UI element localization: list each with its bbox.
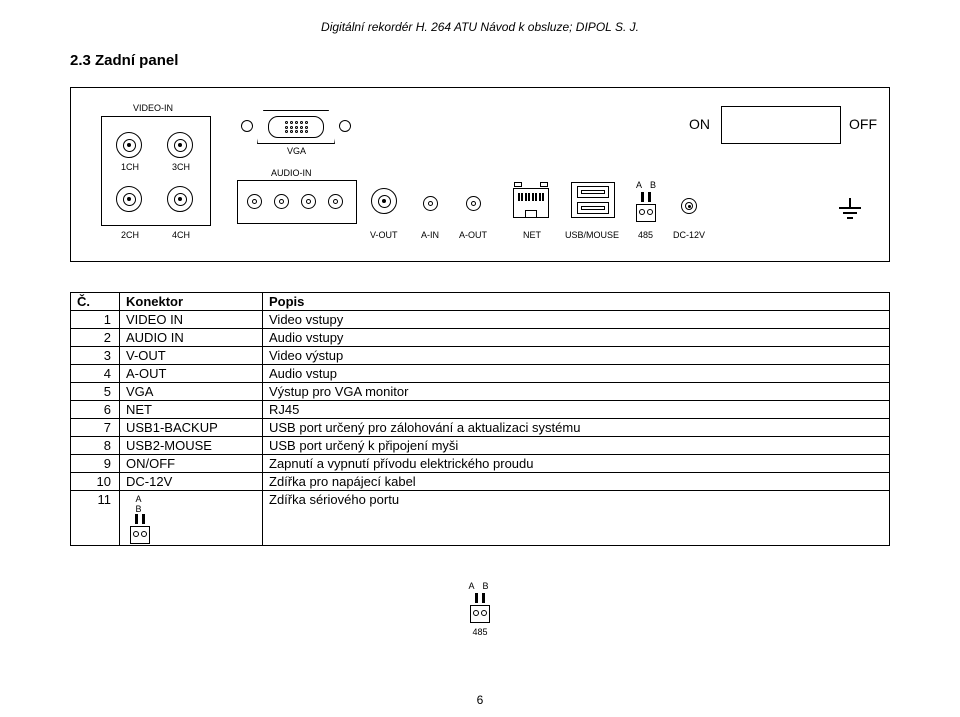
label-2ch: 2CH	[121, 230, 139, 240]
label-ain: A-IN	[421, 230, 439, 240]
vga-label: VGA	[287, 146, 306, 156]
cell-d: Zdířka sériového portu	[263, 491, 890, 546]
cell-d: USB port určený pro zálohování a aktuali…	[263, 419, 890, 437]
rs485-terminal-bottom	[470, 593, 490, 623]
bottom-485-wrap: A B 485	[70, 581, 890, 637]
table-header-row: Č. Konektor Popis	[71, 293, 890, 311]
table-row: 8USB2-MOUSEUSB port určený k připojení m…	[71, 437, 890, 455]
table-row: 4A-OUTAudio vstup	[71, 365, 890, 383]
cell-num: 1	[71, 311, 120, 329]
bnc-vout	[371, 188, 397, 214]
bnc-4ch	[167, 186, 193, 212]
ground-icon	[839, 198, 861, 224]
rs485-terminal-inline: A B	[130, 494, 150, 544]
audio-in-1	[247, 194, 262, 209]
table-row: 3V-OUTVideo výstup	[71, 347, 890, 365]
th-num: Č.	[71, 293, 120, 311]
bottom-485-label: 485	[468, 627, 491, 637]
label-on: ON	[689, 116, 710, 132]
cell-d: Výstup pro VGA monitor	[263, 383, 890, 401]
cell-d: Video výstup	[263, 347, 890, 365]
cell-d: RJ45	[263, 401, 890, 419]
label-485: 485	[638, 230, 653, 240]
audio-in-2	[274, 194, 289, 209]
label-vout: V-OUT	[370, 230, 398, 240]
video-in-group	[101, 116, 211, 226]
jack-aout	[466, 196, 481, 211]
vga-port	[257, 110, 335, 144]
cell-d: Video vstupy	[263, 311, 890, 329]
cell-k: A-OUT	[120, 365, 263, 383]
label-off: OFF	[849, 116, 877, 132]
cell-num: 3	[71, 347, 120, 365]
table-row: 7USB1-BACKUPUSB port určený pro zálohová…	[71, 419, 890, 437]
cell-num: 8	[71, 437, 120, 455]
cell-num: 9	[71, 455, 120, 473]
page: Digitální rekordér H. 264 ATU Návod k ob…	[0, 0, 960, 717]
rs485-terminal	[636, 192, 656, 222]
bnc-3ch	[167, 132, 193, 158]
cell-num: 11	[71, 491, 120, 546]
label-net: NET	[523, 230, 541, 240]
cell-d: USB port určený k připojení myši	[263, 437, 890, 455]
cell-k: ON/OFF	[120, 455, 263, 473]
bnc-1ch	[116, 132, 142, 158]
cell-d: Zapnutí a vypnutí přívodu elektrického p…	[263, 455, 890, 473]
usb-ports	[571, 182, 615, 218]
audio-in-label: AUDIO-IN	[271, 168, 312, 178]
table-row: 9ON/OFFZapnutí a vypnutí přívodu elektri…	[71, 455, 890, 473]
label-4ch: 4CH	[172, 230, 190, 240]
power-switch	[721, 106, 841, 144]
cell-k: DC-12V	[120, 473, 263, 491]
bnc-2ch	[116, 186, 142, 212]
cell-k: VIDEO IN	[120, 311, 263, 329]
cell-k: V-OUT	[120, 347, 263, 365]
label-usb: USB/MOUSE	[565, 230, 619, 240]
label-dc12v: DC-12V	[673, 230, 705, 240]
cell-num: 6	[71, 401, 120, 419]
th-konektor: Konektor	[120, 293, 263, 311]
page-number: 6	[0, 693, 960, 707]
table-row: 1VIDEO INVideo vstupy	[71, 311, 890, 329]
cell-d: Audio vstup	[263, 365, 890, 383]
inline-ab: A B	[130, 494, 150, 514]
section-title: 2.3 Zadní panel	[70, 52, 890, 69]
cell-k: A B	[120, 491, 263, 546]
cell-k: VGA	[120, 383, 263, 401]
bottom-ab-label: A B	[468, 581, 491, 591]
cell-num: 7	[71, 419, 120, 437]
cell-k: NET	[120, 401, 263, 419]
cell-k: USB1-BACKUP	[120, 419, 263, 437]
cell-num: 5	[71, 383, 120, 401]
cell-d: Zdířka pro napájecí kabel	[263, 473, 890, 491]
cell-d: Audio vstupy	[263, 329, 890, 347]
th-popis: Popis	[263, 293, 890, 311]
dc-jack	[681, 198, 697, 214]
connector-table: Č. Konektor Popis 1VIDEO INVideo vstupy …	[70, 292, 890, 546]
table-row: 11 A B Zdířka sériového portu	[71, 491, 890, 546]
cell-num: 10	[71, 473, 120, 491]
cell-k: AUDIO IN	[120, 329, 263, 347]
jack-ain	[423, 196, 438, 211]
table-row: 6NETRJ45	[71, 401, 890, 419]
cell-num: 4	[71, 365, 120, 383]
label-3ch: 3CH	[172, 162, 190, 172]
rear-panel-diagram: VIDEO-IN 1CH 3CH 2CH 4CH VGA AUDIO-IN V-…	[70, 87, 890, 262]
cell-k: USB2-MOUSE	[120, 437, 263, 455]
label-aout: A-OUT	[459, 230, 487, 240]
video-in-label: VIDEO-IN	[133, 103, 173, 113]
audio-in-4	[328, 194, 343, 209]
label-1ch: 1CH	[121, 162, 139, 172]
vga-screw-left	[241, 120, 253, 132]
table-row: 5VGAVýstup pro VGA monitor	[71, 383, 890, 401]
audio-in-3	[301, 194, 316, 209]
vga-screw-right	[339, 120, 351, 132]
doc-header: Digitální rekordér H. 264 ATU Návod k ob…	[70, 20, 890, 34]
label-ab: A B	[636, 180, 659, 190]
rj45-port	[513, 188, 549, 218]
cell-num: 2	[71, 329, 120, 347]
table-row: 2AUDIO INAudio vstupy	[71, 329, 890, 347]
table-row: 10DC-12VZdířka pro napájecí kabel	[71, 473, 890, 491]
